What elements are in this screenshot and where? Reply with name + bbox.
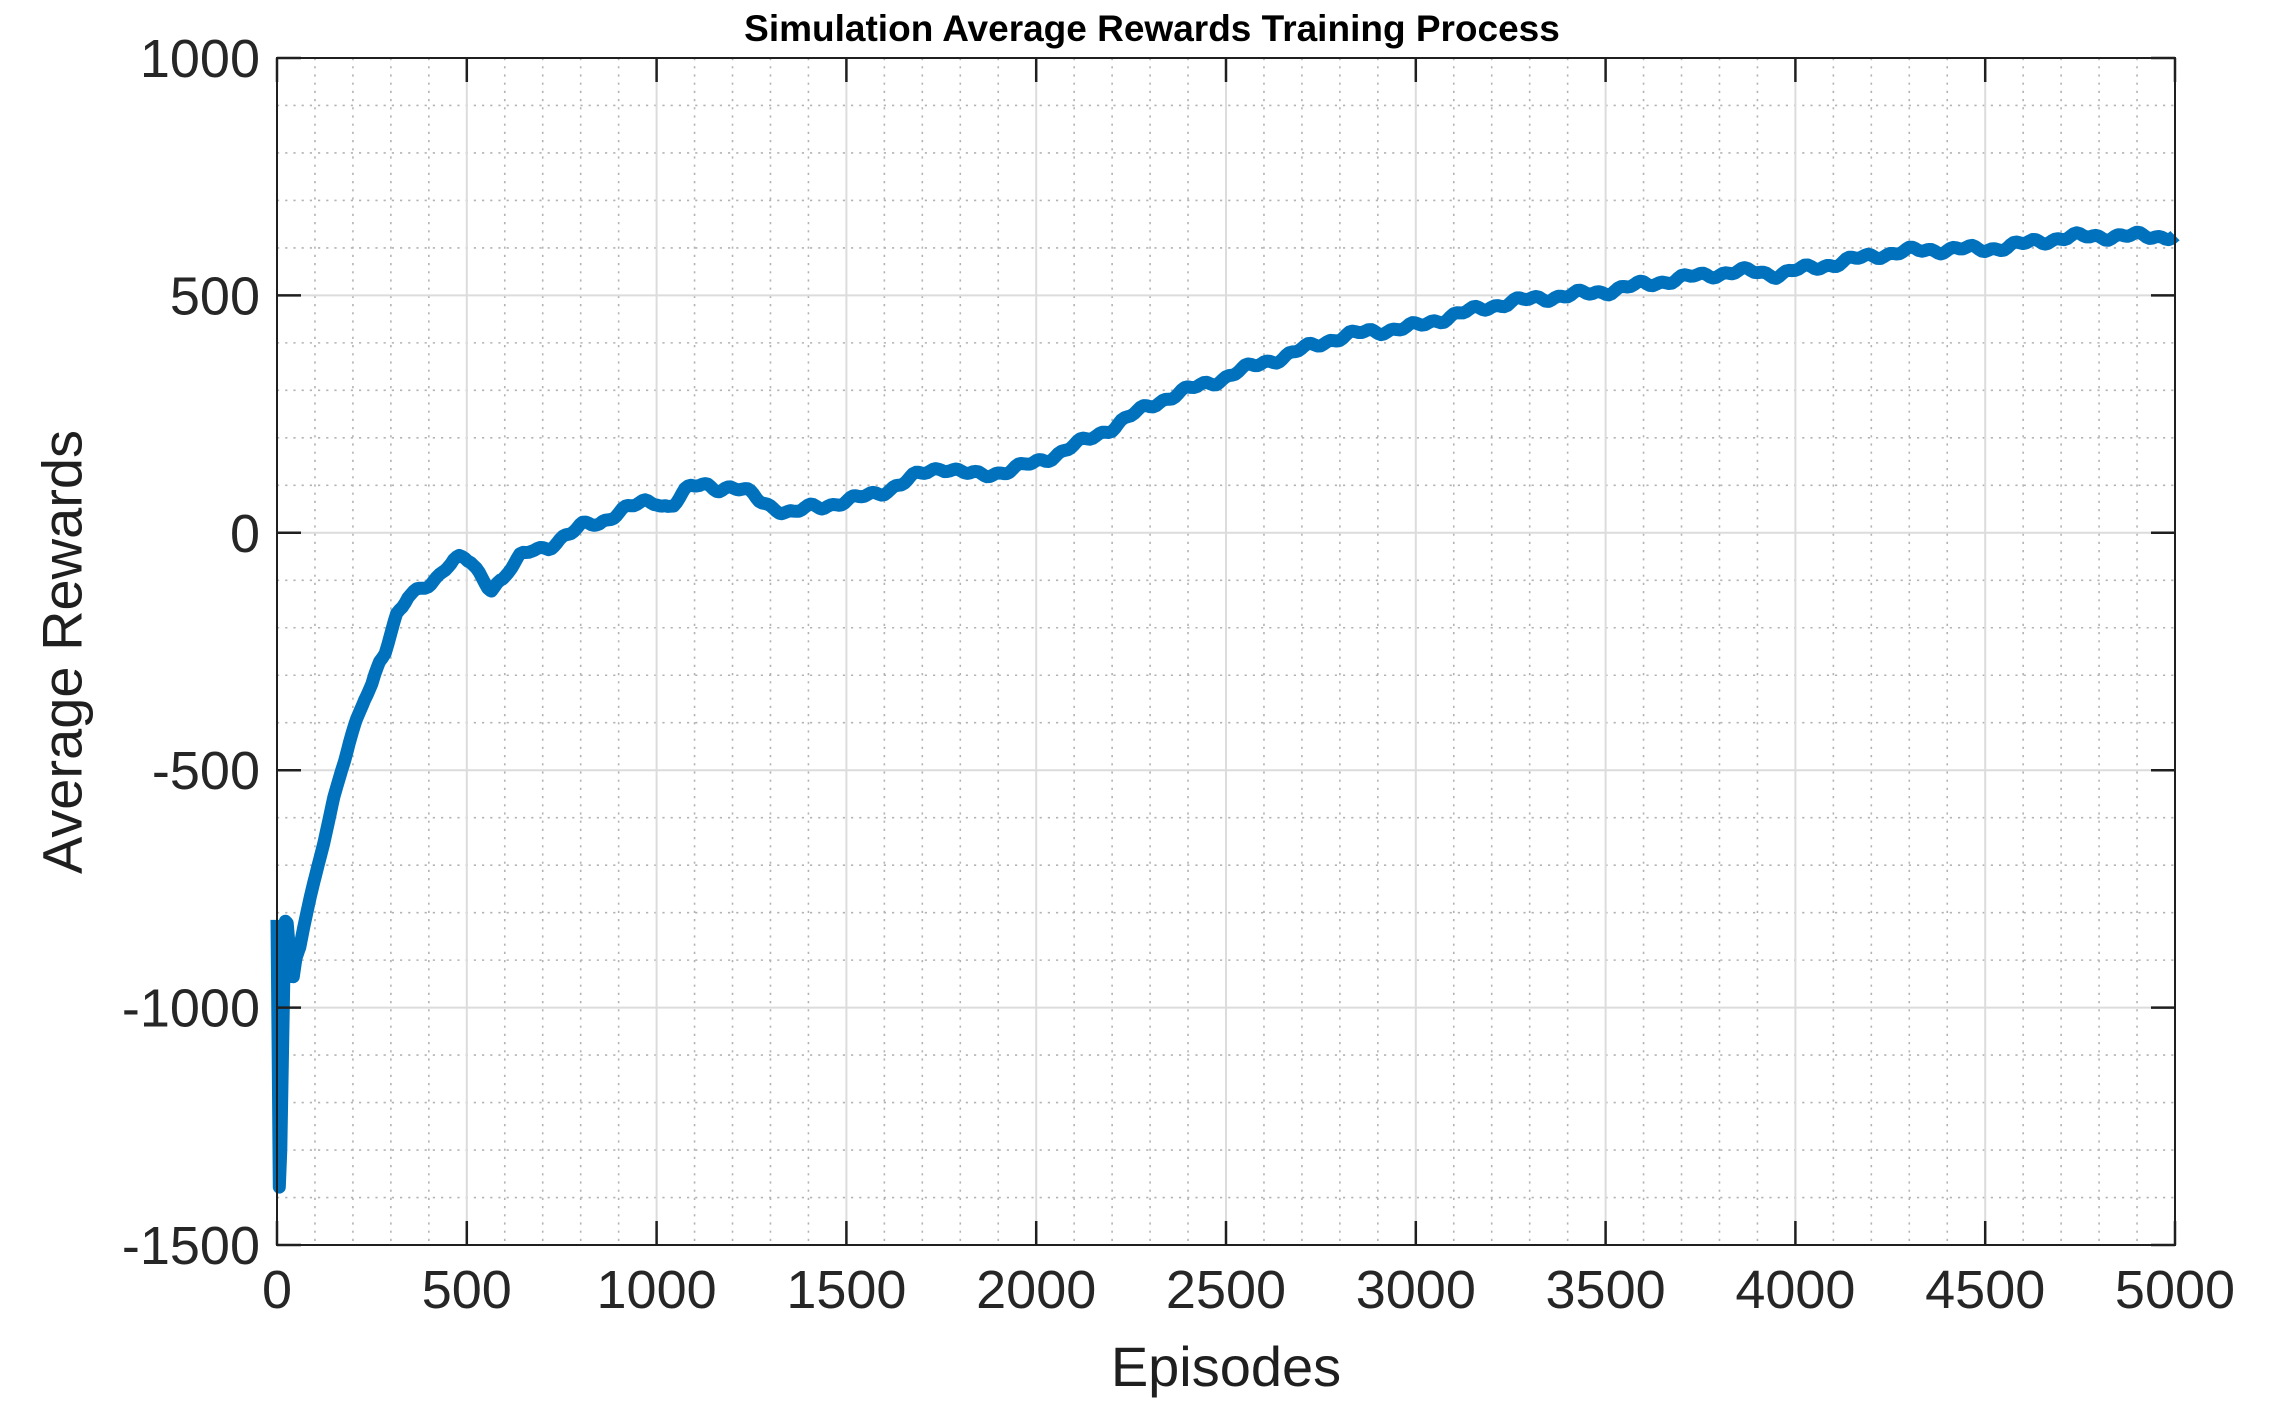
x-tick-label: 2500 — [1166, 1260, 1286, 1320]
x-tick-label: 2000 — [976, 1260, 1096, 1320]
x-tick-label: 500 — [422, 1260, 512, 1320]
x-tick-label: 1000 — [597, 1260, 717, 1320]
y-tick-label: 1000 — [140, 29, 260, 89]
x-axis-label: Episodes — [1110, 1335, 1342, 1398]
reward-line — [270, 225, 2182, 1194]
x-tick-label: 5000 — [2115, 1260, 2235, 1320]
x-tick-label: 4000 — [1735, 1260, 1855, 1320]
y-tick-label: 500 — [170, 266, 260, 326]
x-tick-label: 0 — [262, 1260, 292, 1320]
y-tick-label: -1000 — [122, 979, 260, 1039]
x-tick-label: 4500 — [1925, 1260, 2045, 1320]
y-tick-label: -1500 — [122, 1216, 260, 1276]
x-tick-label: 3000 — [1356, 1260, 1476, 1320]
x-tick-label: 3500 — [1546, 1260, 1666, 1320]
y-tick-label: 0 — [230, 504, 260, 564]
chart-title: Simulation Average Rewards Training Proc… — [744, 8, 1560, 49]
y-tick-label: -500 — [152, 741, 260, 801]
x-tick-label: 1500 — [786, 1260, 906, 1320]
